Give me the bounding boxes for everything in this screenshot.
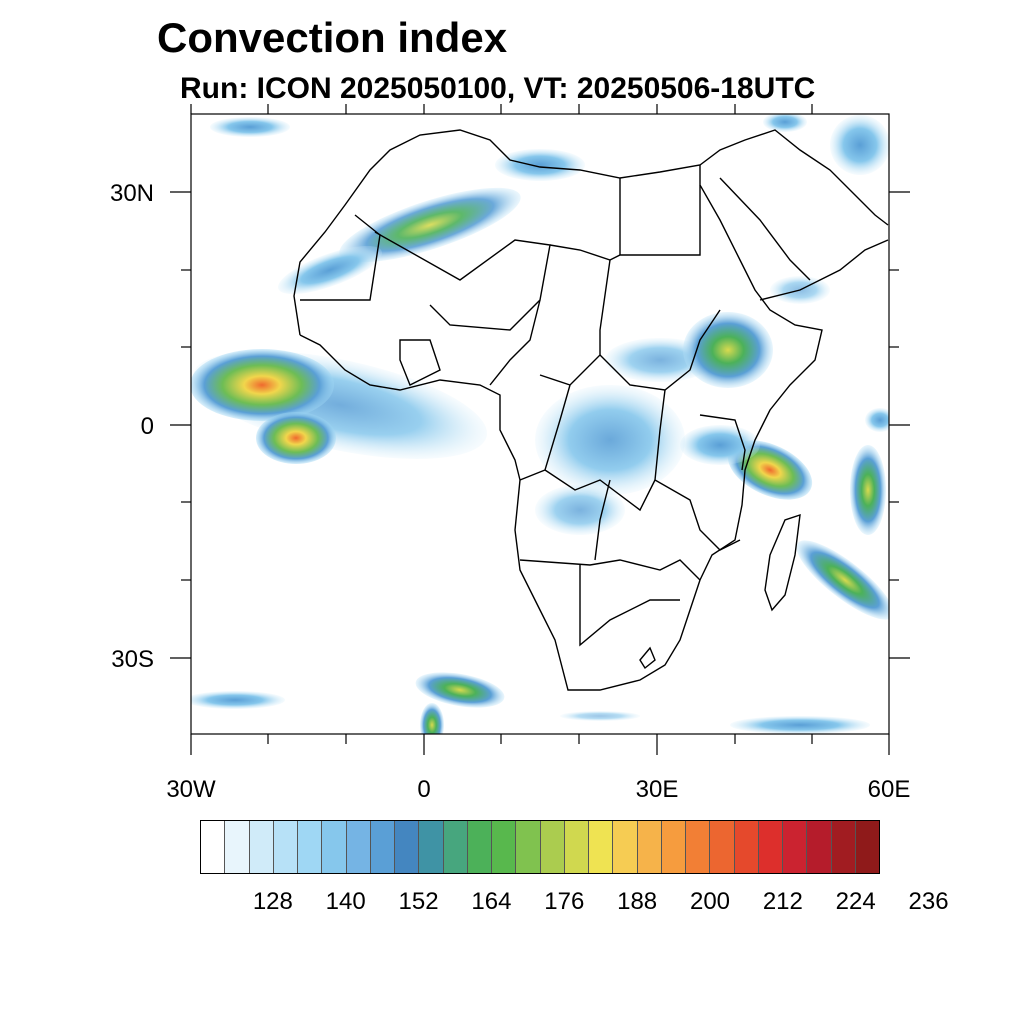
chart-title: Convection index (157, 14, 508, 61)
colorbar-box (492, 821, 517, 873)
colorbar-box (831, 821, 856, 873)
lat-label-0: 0 (140, 413, 154, 440)
convection-field (191, 114, 889, 734)
colorbar-box (589, 821, 614, 873)
colorbar-label: 128 (252, 888, 293, 915)
colorbar-box (273, 821, 298, 873)
colorbar-box (807, 821, 832, 873)
lon-label-30e: 30E (635, 776, 679, 803)
colorbar-box (419, 821, 444, 873)
colorbar-label: 152 (398, 888, 439, 915)
colorbar-box (564, 821, 589, 873)
colorbar-box (758, 821, 783, 873)
colorbar-label: 224 (835, 888, 876, 915)
colorbar-box (613, 821, 638, 873)
coastlines (293, 129, 889, 691)
colorbar-box (734, 821, 759, 873)
colorbar-box (540, 821, 565, 873)
colorbar (200, 820, 880, 874)
colorbar-label: 236 (908, 888, 949, 915)
colorbar-label: 200 (689, 888, 731, 915)
colorbar-label: 188 (617, 888, 658, 915)
map-frame (170, 104, 910, 755)
colorbar-label: 176 (544, 888, 585, 915)
colorbar-label: 164 (471, 888, 512, 915)
colorbar-box (710, 821, 735, 873)
colorbar-box (201, 821, 226, 873)
colorbar-box (661, 821, 686, 873)
colorbar-box (637, 821, 662, 873)
lat-label-30n: 30N (109, 180, 154, 207)
lon-label-60e: 60E (867, 776, 911, 803)
lon-label-30w: 30W (166, 776, 216, 803)
colorbar-label: 140 (325, 888, 366, 915)
lat-label-30s: 30S (111, 646, 154, 673)
colorbar-box (516, 821, 541, 873)
colorbar-box (395, 821, 420, 873)
colorbar-box (298, 821, 323, 873)
colorbar-box (855, 821, 879, 873)
colorbar-box (783, 821, 808, 873)
colorbar-box (322, 821, 347, 873)
lon-label-0: 0 (417, 776, 431, 803)
colorbar-box (467, 821, 492, 873)
colorbar-box (370, 821, 395, 873)
colorbar-box (443, 821, 468, 873)
chart-subtitle: Run: ICON 2025050100, VT: 20250506-18UTC (180, 72, 816, 105)
colorbar-box (346, 821, 371, 873)
colorbar-box (249, 821, 274, 873)
colorbar-box (225, 821, 250, 873)
colorbar-label: 212 (762, 888, 803, 915)
colorbar-box (686, 821, 711, 873)
